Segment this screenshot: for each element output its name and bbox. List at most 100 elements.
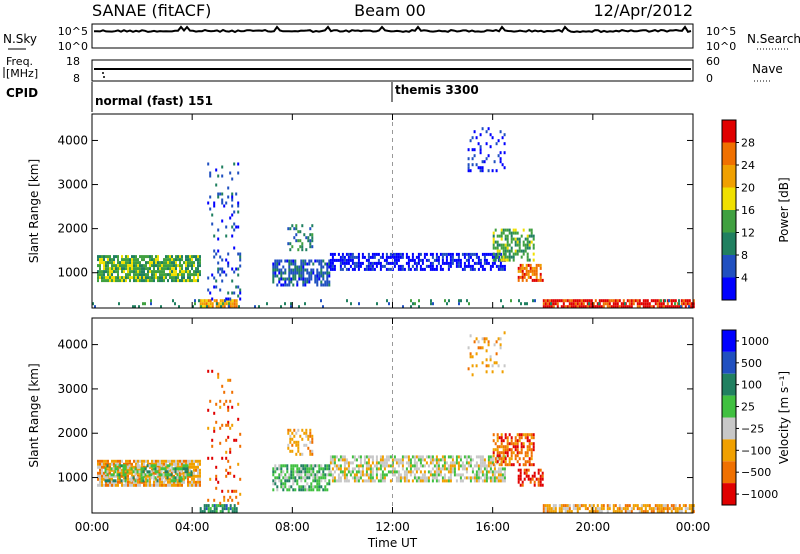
data-cell — [119, 261, 121, 265]
data-cell — [115, 264, 117, 268]
data-cell — [447, 467, 450, 471]
data-cell — [492, 243, 495, 247]
data-cell — [326, 277, 329, 281]
data-cell — [235, 438, 238, 442]
data-cell — [227, 423, 230, 427]
data-cell — [272, 482, 275, 486]
data-cell — [500, 299, 502, 303]
data-cell — [541, 474, 544, 478]
data-cell — [355, 458, 358, 462]
data-cell — [485, 479, 488, 483]
data-cell — [516, 240, 519, 244]
data-cell — [678, 507, 681, 511]
data-cell — [215, 465, 218, 469]
data-cell — [320, 479, 323, 483]
data-cell — [128, 464, 131, 468]
x-tick-label: 20:00 — [576, 520, 611, 534]
data-cell — [105, 267, 107, 271]
data-cell — [496, 436, 499, 440]
data-cell — [541, 471, 544, 475]
data-cell — [495, 169, 498, 173]
data-cell — [526, 451, 529, 455]
data-cell — [233, 228, 236, 232]
data-cell — [425, 258, 428, 262]
data-cell — [303, 233, 306, 237]
data-cell — [487, 458, 490, 462]
data-cell — [228, 305, 230, 309]
data-cell — [530, 454, 533, 458]
data-cell — [146, 470, 149, 474]
data-cell — [124, 476, 127, 480]
data-cell — [570, 305, 573, 309]
data-cell — [345, 473, 348, 477]
data-cell — [377, 467, 380, 471]
data-cell — [395, 458, 398, 462]
data-cell — [215, 486, 218, 490]
data-cell — [510, 299, 512, 303]
data-cell — [541, 483, 544, 487]
data-cell — [138, 470, 141, 474]
data-cell — [508, 243, 511, 247]
data-cell — [143, 267, 145, 271]
data-cell — [521, 483, 524, 487]
data-cell — [307, 437, 310, 441]
data-cell — [305, 443, 308, 447]
data-cell — [221, 201, 224, 205]
data-cell — [300, 470, 303, 474]
data-cell — [203, 302, 206, 306]
data-cell — [213, 285, 216, 289]
data-cell — [502, 231, 505, 235]
data-cell — [574, 302, 577, 306]
data-cell — [614, 305, 617, 309]
data-cell — [481, 470, 484, 474]
data-cell — [373, 261, 376, 265]
data-cell — [514, 457, 517, 461]
data-cell — [554, 504, 557, 508]
data-cell — [176, 470, 179, 474]
data-cell — [278, 464, 281, 468]
data-cell — [127, 459, 129, 463]
data-cell — [483, 461, 486, 465]
data-cell — [437, 470, 440, 474]
data-cell — [560, 507, 563, 511]
data-cell — [225, 507, 228, 511]
data-cell — [207, 426, 210, 430]
nave-tick-bottom: 0 — [706, 72, 713, 85]
data-cell — [535, 263, 538, 267]
data-cell — [302, 283, 305, 287]
data-cell — [310, 274, 313, 278]
data-cell — [526, 448, 529, 452]
data-cell — [276, 488, 279, 492]
data-cell — [120, 479, 123, 483]
data-cell — [107, 276, 109, 280]
data-cell — [359, 461, 362, 465]
data-cell — [290, 271, 293, 275]
data-cell — [99, 471, 101, 475]
data-cell — [467, 258, 470, 262]
data-cell — [522, 457, 525, 461]
data-cell — [193, 459, 195, 463]
data-cell — [300, 473, 303, 477]
data-cell — [113, 261, 115, 265]
data-cell — [642, 302, 645, 306]
data-cell — [467, 476, 470, 480]
data-cell — [524, 433, 527, 437]
data-cell — [103, 462, 105, 466]
data-cell — [119, 267, 121, 271]
data-cell — [284, 268, 287, 272]
data-cell — [105, 459, 107, 463]
data-cell — [184, 470, 187, 474]
data-cell — [518, 463, 521, 467]
data-cell — [529, 266, 532, 270]
data-cell — [178, 479, 181, 483]
data-cell — [443, 252, 446, 256]
data-cell — [427, 479, 430, 483]
data-cell — [357, 255, 360, 259]
data-cell — [305, 248, 308, 252]
data-cell — [231, 405, 234, 409]
data-cell — [282, 485, 285, 489]
data-cell — [109, 258, 111, 262]
data-cell — [510, 454, 513, 458]
data-cell — [191, 480, 193, 484]
data-cell — [489, 133, 492, 137]
